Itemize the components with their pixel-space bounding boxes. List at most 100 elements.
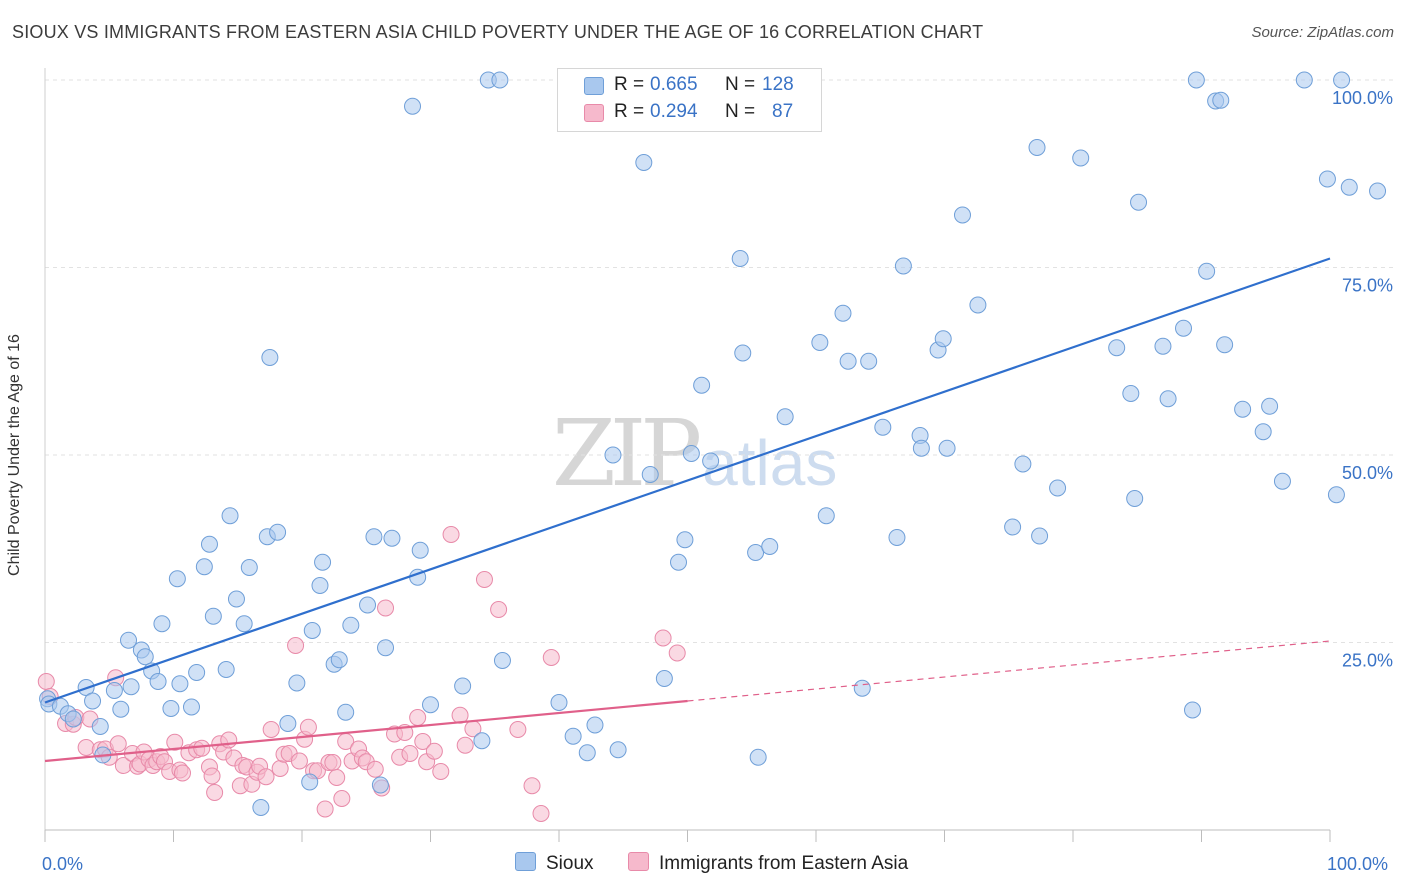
sioux-point [1333, 71, 1351, 89]
immigrants-point [328, 769, 346, 786]
x-tick-label-min: 0.0% [42, 854, 84, 874]
sioux-point [934, 330, 952, 348]
sioux-point [288, 674, 306, 692]
sioux-point [422, 696, 439, 714]
sioux-point [1122, 385, 1140, 402]
sioux-point [811, 334, 829, 351]
immigrants-point [173, 764, 191, 782]
immigrants-point [432, 763, 450, 780]
immigrants-point [409, 709, 427, 726]
sioux-point [252, 799, 270, 816]
immigrants-point [654, 629, 672, 647]
bottom-legend-swatch-sioux [515, 852, 536, 871]
sioux-point [860, 352, 878, 370]
sioux-point [377, 639, 395, 657]
sioux-point [1028, 139, 1046, 156]
legend-r-value-immigrants: 0.294 [650, 101, 698, 122]
sioux-point [1261, 397, 1279, 415]
bottom-legend-label-sioux: Sioux [546, 853, 594, 874]
immigrants-point [414, 733, 432, 750]
sioux-point [1198, 262, 1216, 280]
sioux-point [136, 648, 154, 666]
y-tick-label: 25.0% [1342, 651, 1393, 671]
legend-n-label: N = [725, 101, 756, 122]
sioux-point [1175, 319, 1193, 337]
sioux-point [122, 678, 140, 696]
sioux-point [359, 596, 377, 614]
sioux-point [330, 651, 348, 669]
sioux-point [91, 718, 109, 735]
immigrants-trend-extension [687, 640, 1331, 702]
sioux-point [749, 748, 767, 766]
sioux-point [371, 776, 389, 794]
immigrants-point [490, 601, 508, 618]
sioux-point [1187, 71, 1205, 89]
sioux-point [894, 257, 912, 275]
sioux-point [670, 553, 688, 571]
sioux-point [411, 541, 429, 559]
sioux-point [383, 529, 401, 547]
sioux-point [1216, 336, 1234, 354]
immigrants-point [316, 800, 334, 818]
immigrants-point [257, 768, 275, 786]
sioux-point [1212, 91, 1230, 109]
immigrants-point [509, 721, 527, 738]
sioux-point [112, 700, 130, 718]
sioux-point [1126, 490, 1144, 507]
sioux-point [564, 727, 582, 745]
sioux-point [217, 661, 235, 678]
sioux-point [938, 439, 956, 457]
sioux-point [261, 349, 279, 366]
sioux-point [491, 71, 509, 89]
legend-swatch-immigrants [584, 104, 604, 122]
immigrants-point [193, 739, 211, 757]
tick-labels: 25.0% 50.0% 75.0% 100.0% [1332, 88, 1393, 671]
sioux-point [1234, 400, 1252, 418]
sioux-point [731, 250, 749, 267]
watermark: ZIPatlas [552, 400, 837, 507]
sioux-point [1014, 455, 1032, 473]
x-tick-label-max: 100.0% [1327, 854, 1389, 874]
sioux-point [168, 570, 186, 588]
sioux-point [454, 677, 472, 695]
sioux-point [635, 154, 653, 171]
sioux-point [303, 622, 321, 639]
sioux-point [550, 694, 568, 711]
sioux-point [682, 445, 700, 462]
sioux-point [655, 670, 673, 687]
bottom-legend-sioux: Sioux [515, 852, 594, 875]
sioux-point [1031, 527, 1049, 545]
sioux-point [153, 615, 171, 633]
bottom-legend-swatch-immigrants [628, 852, 649, 871]
sioux-point [235, 615, 253, 633]
sioux-point [1159, 390, 1177, 408]
sioux-point [776, 408, 794, 426]
sioux-point [162, 700, 180, 717]
sioux-point [171, 675, 189, 693]
sioux-points [39, 71, 1387, 816]
sioux-point [888, 529, 906, 546]
sioux-point [269, 523, 287, 541]
immigrants-point [324, 754, 342, 771]
immigrants-point [37, 673, 55, 690]
y-tick-label: 75.0% [1342, 276, 1393, 296]
immigrants-point [290, 752, 308, 770]
sioux-point [227, 590, 245, 608]
immigrants-point [287, 637, 305, 654]
immigrants-point [166, 733, 184, 751]
immigrants-point [220, 731, 238, 749]
sioux-point [641, 466, 659, 483]
immigrants-point [299, 718, 317, 736]
sioux-point [676, 531, 694, 549]
sioux-point [337, 703, 355, 721]
sioux-point [493, 652, 511, 669]
sioux-point [953, 206, 971, 224]
immigrants-point [77, 739, 95, 756]
legend-n-value-immigrants: 87 [772, 101, 794, 122]
sioux-point [279, 715, 297, 732]
sioux-point [84, 692, 102, 710]
sioux-point [817, 507, 835, 525]
bottom-legend-label-immigrants: Immigrants from Eastern Asia [659, 853, 909, 874]
sioux-point [1108, 339, 1126, 357]
